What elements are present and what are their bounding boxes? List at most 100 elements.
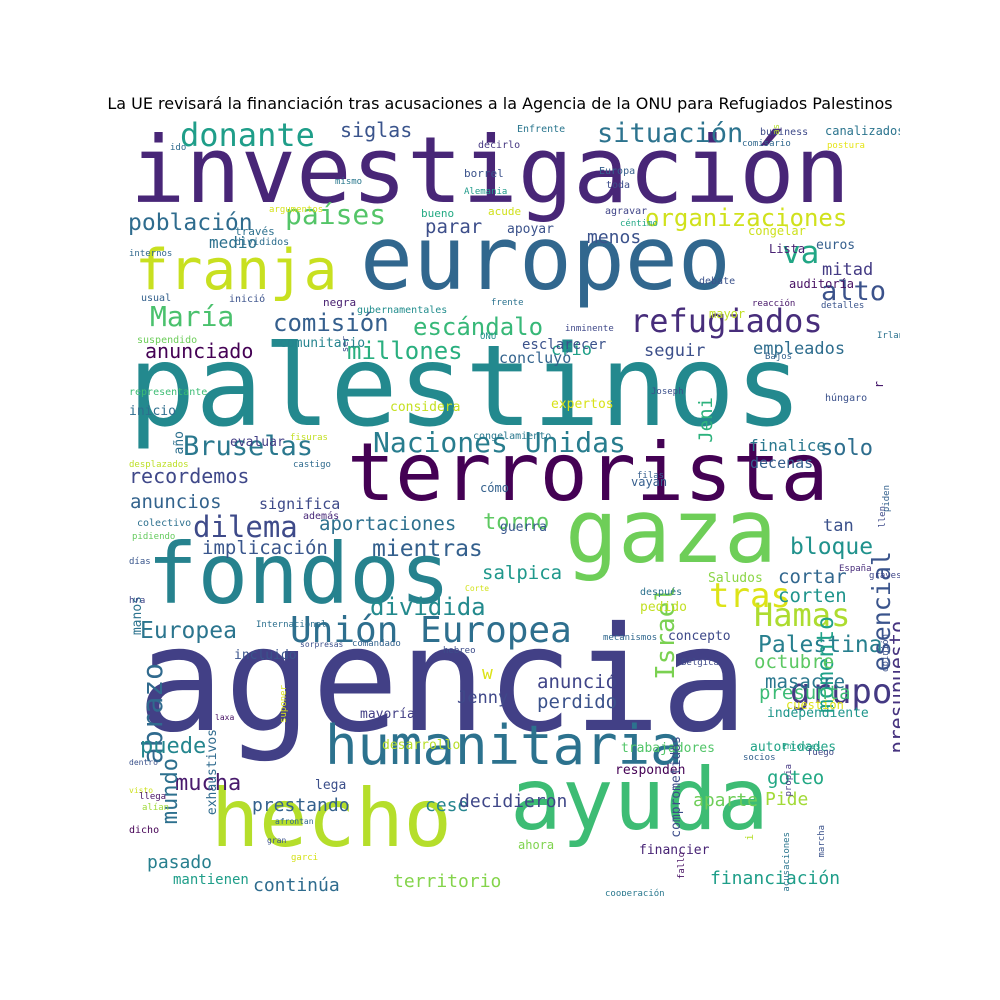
cloud-word: decirlo xyxy=(478,140,521,151)
cloud-word: refugiados xyxy=(630,302,823,340)
cloud-word: prestando xyxy=(252,795,350,816)
cloud-word: pasado xyxy=(147,852,213,873)
cloud-word: representante xyxy=(129,387,208,398)
cloud-word: financier xyxy=(639,843,710,858)
cloud-word: implicación xyxy=(202,537,328,559)
cloud-word: parar xyxy=(425,216,483,238)
cloud-word: Jenny xyxy=(457,688,509,708)
cloud-word: María xyxy=(150,300,235,333)
cloud-word: masacre xyxy=(765,671,846,693)
cloud-word: través xyxy=(235,225,275,238)
cloud-word: cuestión xyxy=(786,698,844,712)
cloud-word: comprometidos xyxy=(669,736,684,838)
cloud-word: opinión xyxy=(881,634,891,672)
cloud-word: concepto xyxy=(668,629,731,644)
cloud-word: evaluar xyxy=(230,435,285,450)
cloud-word: cómo xyxy=(480,481,509,495)
cloud-word: bloque xyxy=(790,534,874,560)
cloud-word: Bajos xyxy=(765,352,793,362)
cloud-word: Bélgica xyxy=(681,658,719,668)
cloud-word: gaza xyxy=(565,480,777,583)
cloud-word: toda xyxy=(606,180,631,191)
cloud-word: propia xyxy=(784,764,794,797)
cloud-word: recordemos xyxy=(129,464,250,488)
cloud-word: postura xyxy=(827,141,865,151)
cloud-word: fisuras xyxy=(290,433,328,443)
cloud-word: Jeni xyxy=(695,397,717,443)
cloud-word: autoridades xyxy=(750,740,837,755)
cloud-word: decenas xyxy=(750,454,814,472)
cloud-word: congelar xyxy=(748,224,806,238)
cloud-word: Irlanda xyxy=(877,331,900,341)
cloud-word: Enfrente xyxy=(517,124,566,135)
cloud-word: dilema xyxy=(193,510,298,544)
cloud-word: suspendido xyxy=(137,335,198,346)
cloud-word: dividida xyxy=(370,593,486,621)
cloud-word: Europea xyxy=(140,618,237,644)
cloud-word: laxa xyxy=(215,713,235,722)
cloud-word: vayan xyxy=(631,475,668,489)
cloud-word: decidieron xyxy=(459,791,568,812)
cloud-word: franja xyxy=(135,238,338,303)
cloud-word: humanitaria xyxy=(325,714,683,777)
cloud-word: garci xyxy=(291,853,319,863)
cloud-word: Naciones Unidas xyxy=(373,426,626,459)
cloud-word: detalles xyxy=(821,301,865,311)
cloud-word: Internacional xyxy=(256,620,327,630)
cloud-word: borrel xyxy=(464,167,504,180)
cloud-word: i xyxy=(743,834,756,841)
cloud-word: investigación xyxy=(130,121,851,224)
cloud-word: mayor xyxy=(709,307,746,321)
cloud-word: húngaro xyxy=(825,393,868,404)
cloud-word: tan xyxy=(823,516,854,536)
cloud-word: expertos xyxy=(551,397,614,412)
cloud-word: argumentos xyxy=(269,205,324,215)
cloud-word: hebreo xyxy=(443,646,476,656)
cloud-word: grupo xyxy=(790,672,893,712)
cloud-word: goteo xyxy=(767,767,825,789)
cloud-word: aparte xyxy=(693,790,759,811)
cloud-word: corten xyxy=(778,585,847,607)
cloud-word: fallo xyxy=(677,852,687,880)
cloud-word: internos xyxy=(129,249,173,259)
cloud-word: ser xyxy=(341,336,351,353)
cloud-word: financiación xyxy=(710,868,841,889)
cloud-word: business xyxy=(760,127,809,138)
cloud-word: cese xyxy=(425,795,469,816)
cloud-word: ahora xyxy=(518,838,555,852)
cloud-word: mantienen xyxy=(173,872,249,888)
cloud-word: crío xyxy=(551,340,592,360)
cloud-word: empleados xyxy=(753,339,846,359)
cloud-word: salpica xyxy=(482,562,563,584)
cloud-word: concluyó xyxy=(499,349,572,367)
cloud-word: territorio xyxy=(393,871,502,892)
cloud-word: divididos xyxy=(235,237,290,248)
cloud-word: incluido xyxy=(234,648,297,663)
cloud-word: torno xyxy=(483,510,550,535)
cloud-word: mucha xyxy=(175,771,242,796)
cloud-word: usual xyxy=(141,293,172,304)
cloud-word: w xyxy=(482,663,493,684)
cloud-word: trabajadores xyxy=(621,741,715,756)
cloud-word: euros xyxy=(816,238,856,253)
cloud-word: apoyar xyxy=(507,222,554,237)
cloud-word: después xyxy=(640,587,683,598)
cloud-word: anuncios xyxy=(130,491,222,513)
cloud-word: visto xyxy=(129,786,154,795)
cloud-word: dentro xyxy=(129,758,158,767)
cloud-word: hecho xyxy=(211,772,452,865)
cloud-word: piden xyxy=(882,485,892,513)
cloud-word: Entonces xyxy=(782,742,821,751)
cloud-word: octubre xyxy=(754,651,835,673)
cloud-word: cortar xyxy=(778,566,847,588)
cloud-word: España xyxy=(839,564,872,574)
cloud-word: Saludos xyxy=(708,571,763,586)
cloud-word: mitad xyxy=(822,260,874,280)
cloud-word: afrontan xyxy=(275,817,314,826)
cloud-word: sorpresas xyxy=(300,640,344,649)
cloud-word: menos xyxy=(587,227,642,248)
cloud-word: agravar xyxy=(605,206,648,217)
cloud-word: Lista xyxy=(769,242,806,256)
cloud-word: r xyxy=(872,381,886,389)
cloud-word: gubernamentales xyxy=(357,305,448,316)
